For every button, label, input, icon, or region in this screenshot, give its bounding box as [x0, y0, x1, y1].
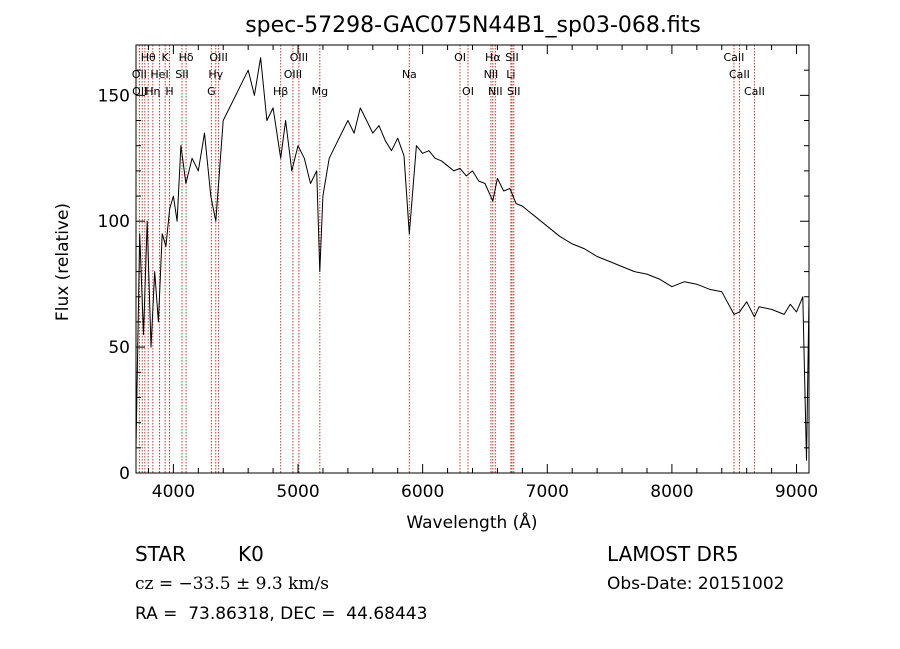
spectral-line-label: OIII — [290, 51, 308, 64]
spectral-line-label: SII — [507, 85, 520, 98]
spectral-line-label: OIII — [209, 51, 227, 64]
x-tick-label: 9000 — [775, 482, 818, 502]
x-axis: 4000 5000 6000 7000 8000 9000 — [147, 45, 818, 502]
spectral-line-label: OI — [454, 51, 466, 64]
spectral-line-label: Hδ — [179, 51, 194, 64]
chart-title: spec-57298-GAC075N44B1_sp03-068.fits — [245, 13, 701, 38]
spectral-line-label: OIII — [284, 68, 302, 81]
spectral-line-label: Hβ — [273, 85, 288, 98]
y-axis: 0 50 100 150 — [98, 44, 809, 484]
x-tick-label: 4000 — [152, 482, 195, 502]
spectrum-line — [135, 57, 810, 461]
spectral-line-label: Na — [402, 68, 417, 81]
spectral-line-label: OI — [462, 85, 474, 98]
spectral-line-label: CaII — [729, 68, 750, 81]
x-tick-label: 5000 — [276, 482, 319, 502]
spectral-line-label: Li — [506, 68, 515, 81]
spectral-line-label: CaII — [724, 51, 745, 64]
spectral-line-label: NII — [488, 85, 503, 98]
spectral-line-label: Hγ — [208, 68, 223, 81]
x-axis-label: Wavelength (Å) — [406, 511, 537, 533]
y-tick-label: 150 — [98, 86, 130, 106]
observation-date: Obs-Date: 20151002 — [607, 574, 785, 594]
y-tick-label: 100 — [98, 212, 130, 232]
survey-name: LAMOST DR5 — [607, 542, 739, 566]
spectral-line-label: SII — [175, 68, 188, 81]
object-class: STAR — [135, 542, 186, 566]
spectral-line-label: H — [165, 85, 173, 98]
spectral-line-label: K — [162, 51, 170, 64]
spectral-line-label: Hη — [145, 85, 160, 98]
spectral-line-label: Hθ — [141, 51, 156, 64]
object-subclass: K0 — [238, 542, 264, 566]
spectral-line-label: CaII — [744, 85, 765, 98]
x-tick-label: 6000 — [401, 482, 444, 502]
redshift-velocity: cz = −33.5 ± 9.3 km/s — [135, 574, 329, 594]
spectral-line-label: HeI — [150, 68, 168, 81]
plot-frame — [135, 44, 810, 474]
spectral-line-label: Hα — [485, 51, 501, 64]
spectrum-layer — [135, 57, 810, 461]
x-tick-label: 7000 — [526, 482, 569, 502]
spectral-line-label: SII — [505, 51, 518, 64]
marker-lines-layer — [138, 45, 755, 473]
y-tick-label: 50 — [108, 338, 130, 358]
sky-coordinates: RA = 73.86318, DEC = 44.68443 — [135, 604, 428, 624]
y-tick-label: 0 — [119, 464, 130, 484]
spectral-line-label: G — [207, 85, 216, 98]
x-tick-label: 8000 — [650, 482, 693, 502]
spectral-line-label: NII — [484, 68, 499, 81]
y-axis-label: Flux (relative) — [53, 203, 73, 321]
spectral-line-label: Mg — [312, 85, 328, 98]
